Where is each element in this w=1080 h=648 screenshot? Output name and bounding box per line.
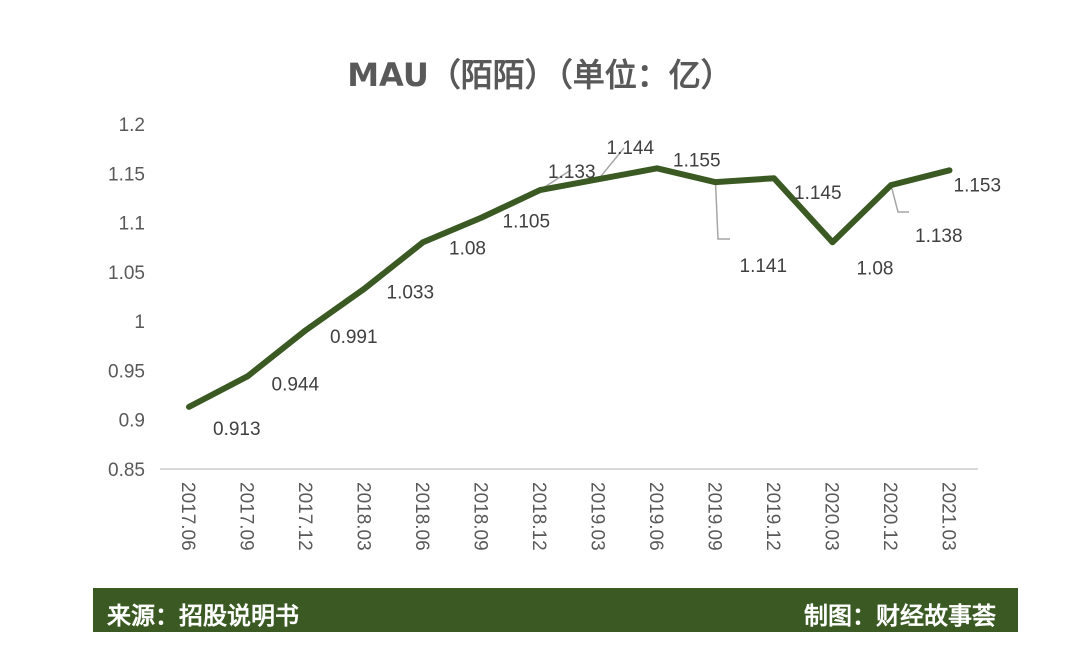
y-tick-label: 1.1	[119, 214, 145, 235]
x-tick-label: 2019.12	[762, 482, 783, 551]
data-label: 1.08	[449, 238, 486, 259]
x-tick-label: 2019.03	[587, 482, 608, 551]
data-label: 1.141	[740, 256, 788, 277]
data-label: 1.145	[794, 183, 842, 204]
y-tick-label: 1.15	[108, 164, 145, 185]
x-tick-label: 2020.12	[879, 482, 900, 551]
y-tick-label: 1	[134, 312, 145, 333]
data-labels: 0.913 0.944 0.991 1.033 1.08 1.105 1.133 1.144 1…	[213, 138, 1001, 440]
y-tick-label: 0.9	[119, 411, 145, 432]
x-tick-label: 2017.06	[177, 482, 198, 551]
leader-line	[597, 147, 625, 180]
data-label: 1.144	[607, 138, 655, 159]
data-label: 1.155	[673, 150, 721, 171]
data-label: 1.08	[857, 258, 894, 279]
data-label: 0.991	[330, 327, 378, 348]
y-tick-label: 1.05	[108, 263, 145, 284]
data-label: 1.105	[503, 212, 551, 233]
x-tick-label: 2018.03	[353, 482, 374, 551]
footer-bar: 来源：招股说明书 制图：财经故事荟	[93, 588, 1018, 632]
y-tick-label: 1.2	[119, 115, 145, 136]
y-axis: 0.85 0.9 0.95 1 1.05 1.1 1.15 1.2	[108, 115, 145, 481]
x-tick-label: 2019.06	[645, 482, 666, 551]
x-tick-label: 2018.12	[528, 482, 549, 551]
x-tick-label: 2017.09	[236, 482, 257, 551]
y-tick-label: 0.95	[108, 361, 145, 382]
leader-line	[890, 184, 909, 213]
x-tick-label: 2018.09	[470, 482, 491, 551]
x-axis: 2017.06 2017.09 2017.12 2018.03 2018.06 2018.…	[177, 482, 959, 551]
x-tick-label: 2019.09	[704, 482, 725, 551]
credit-text: 制图：财经故事荟	[804, 602, 996, 630]
data-label: 1.033	[387, 283, 435, 304]
x-tick-label: 2018.06	[411, 482, 432, 551]
chart-title: MAU（陌陌）（单位：亿）	[347, 56, 733, 94]
leader-line	[714, 182, 730, 240]
data-label: 0.913	[213, 419, 261, 440]
x-tick-label: 2021.03	[938, 482, 959, 551]
y-tick-label: 0.85	[108, 460, 145, 481]
data-label: 1.138	[915, 226, 963, 247]
data-label: 1.133	[548, 162, 596, 183]
x-tick-label: 2020.03	[821, 482, 842, 551]
x-tick-label: 2017.12	[294, 482, 315, 551]
source-text: 来源：招股说明书	[107, 602, 299, 630]
mau-series-line	[186, 165, 953, 410]
data-label: 0.944	[272, 374, 320, 395]
data-label: 1.153	[954, 175, 1002, 196]
